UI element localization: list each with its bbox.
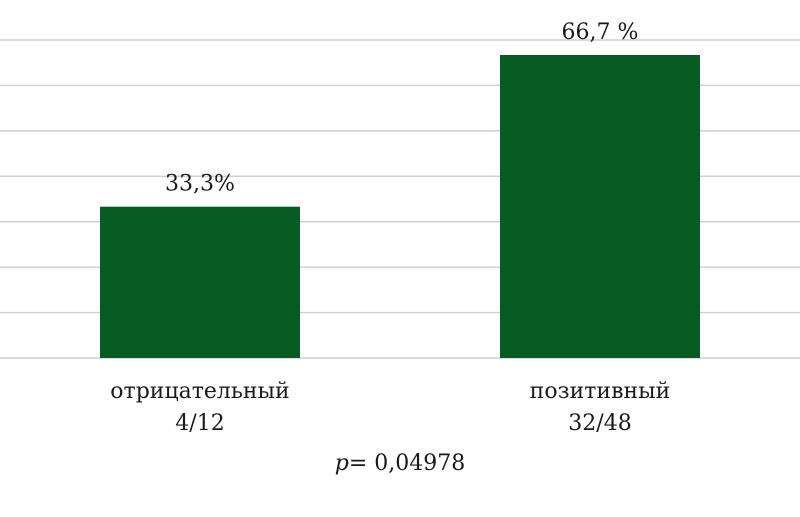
bars xyxy=(100,54,700,359)
bar-0 xyxy=(100,206,300,358)
category-sublabel-1: 32/48 xyxy=(568,411,631,436)
category-sublabel-0: 4/12 xyxy=(175,411,224,436)
category-label-1: позитивный xyxy=(530,379,671,404)
category-label-0: отрицательный xyxy=(110,379,289,404)
bar-1 xyxy=(500,54,700,359)
p-value-annotation: p= 0,04978 xyxy=(335,451,466,476)
data-label-0: 33,3% xyxy=(165,172,235,197)
p-value-text: = 0,04978 xyxy=(349,451,465,476)
p-value-symbol: p xyxy=(335,451,349,476)
data-label-1: 66,7 % xyxy=(562,20,639,45)
category-axis: отрицательный 4/12 позитивный 32/48 xyxy=(110,379,670,436)
data-labels: 33,3% 66,7 % xyxy=(165,20,638,197)
